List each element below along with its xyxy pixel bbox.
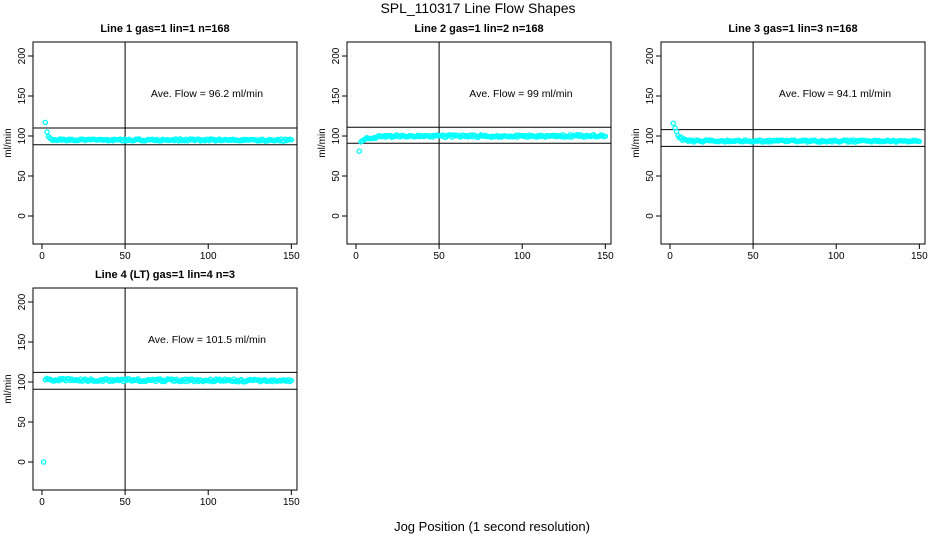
data-point xyxy=(288,136,295,143)
y-tick-label: 200 xyxy=(331,47,342,64)
y-tick-label: 200 xyxy=(645,47,656,64)
average-flow-annotation: Ave. Flow = 96.2 ml/min xyxy=(151,88,263,100)
panel-title: Line 4 (LT) gas=1 lin=4 n=3 xyxy=(95,269,235,281)
data-point xyxy=(356,148,363,154)
panel-3: 0 50 100 150 0 50 100 150 200 Line 3 gas=1 lin=3 … xyxy=(631,23,928,262)
average-flow-annotation: Ave. Flow = 99 ml/min xyxy=(469,88,573,100)
x-tick-label: 0 xyxy=(39,497,45,508)
x-tick-label: 150 xyxy=(283,497,300,508)
x-axis-label: Jog Position (1 second resolution) xyxy=(394,519,590,534)
data-point xyxy=(44,129,50,135)
y-tick-label: 100 xyxy=(17,373,28,390)
panel-4: 0 50 100 150 0 50 100 150 200 Line 4 (LT) gas=1 l… xyxy=(3,269,300,508)
panel-title: Line 1 gas=1 lin=1 n=168 xyxy=(100,23,229,35)
data-point xyxy=(670,120,677,126)
y-tick-label: 50 xyxy=(17,416,28,428)
data-points xyxy=(40,375,295,465)
x-tick-label: 0 xyxy=(353,251,359,262)
plot-box xyxy=(346,41,612,245)
y-tick-label: 100 xyxy=(331,127,342,144)
y-tick-label: 100 xyxy=(645,127,656,144)
average-flow-annotation: Ave. Flow = 94.1 ml/min xyxy=(779,88,891,100)
y-tick-label: 0 xyxy=(645,213,656,219)
y-tick-label: 200 xyxy=(17,293,28,310)
y-tick-label: 150 xyxy=(17,333,28,350)
average-flow-annotation: Ave. Flow = 101.5 ml/min xyxy=(148,334,266,346)
y-tick-label: 150 xyxy=(645,87,656,104)
y-axis-label: ml/min xyxy=(3,128,14,157)
y-axis-label: ml/min xyxy=(631,128,642,157)
main-title: SPL_110317 Line Flow Shapes xyxy=(380,0,575,16)
x-tick-label: 50 xyxy=(120,497,132,508)
y-axis-label: ml/min xyxy=(317,128,328,157)
x-tick-label: 100 xyxy=(514,251,531,262)
data-points xyxy=(670,120,923,145)
x-tick-label: 100 xyxy=(200,497,217,508)
x-tick-label: 50 xyxy=(748,251,760,262)
x-tick-label: 0 xyxy=(39,251,45,262)
data-points xyxy=(356,132,609,154)
x-tick-label: 0 xyxy=(667,251,673,262)
data-point xyxy=(602,133,609,139)
y-tick-label: 0 xyxy=(17,459,28,465)
y-tick-label: 0 xyxy=(17,213,28,219)
x-tick-label: 50 xyxy=(434,251,446,262)
y-tick-label: 50 xyxy=(331,170,342,182)
data-point xyxy=(916,138,923,145)
x-tick-label: 100 xyxy=(200,251,217,262)
data-points xyxy=(42,119,295,144)
y-tick-label: 200 xyxy=(17,47,28,64)
data-point xyxy=(42,119,49,126)
y-tick-label: 150 xyxy=(17,87,28,104)
y-tick-label: 50 xyxy=(17,170,28,182)
panel-1: 0 50 100 150 0 50 100 150 200 Line 1 gas=1 lin=1 … xyxy=(3,23,300,262)
plot-box xyxy=(32,41,298,245)
plot-box xyxy=(32,287,298,491)
panels-group: 0 50 100 150 0 50 100 150 200 Line 1 gas=1 lin=1 … xyxy=(3,23,928,508)
panel-title: Line 2 gas=1 lin=2 n=168 xyxy=(414,23,543,35)
y-tick-label: 100 xyxy=(17,127,28,144)
x-tick-label: 150 xyxy=(283,251,300,262)
y-tick-label: 0 xyxy=(331,213,342,219)
panel-2: 0 50 100 150 0 50 100 150 200 Line 2 gas=1 lin=2 … xyxy=(317,23,614,262)
x-tick-label: 50 xyxy=(120,251,132,262)
plot-box xyxy=(660,41,926,245)
y-tick-label: 50 xyxy=(645,170,656,182)
data-point xyxy=(40,459,47,465)
y-axis-label: ml/min xyxy=(3,374,14,403)
panel-title: Line 3 gas=1 lin=3 n=168 xyxy=(728,23,857,35)
x-tick-label: 100 xyxy=(828,251,845,262)
x-tick-label: 150 xyxy=(911,251,928,262)
x-tick-label: 150 xyxy=(597,251,614,262)
y-tick-label: 150 xyxy=(331,87,342,104)
data-point xyxy=(288,377,295,384)
